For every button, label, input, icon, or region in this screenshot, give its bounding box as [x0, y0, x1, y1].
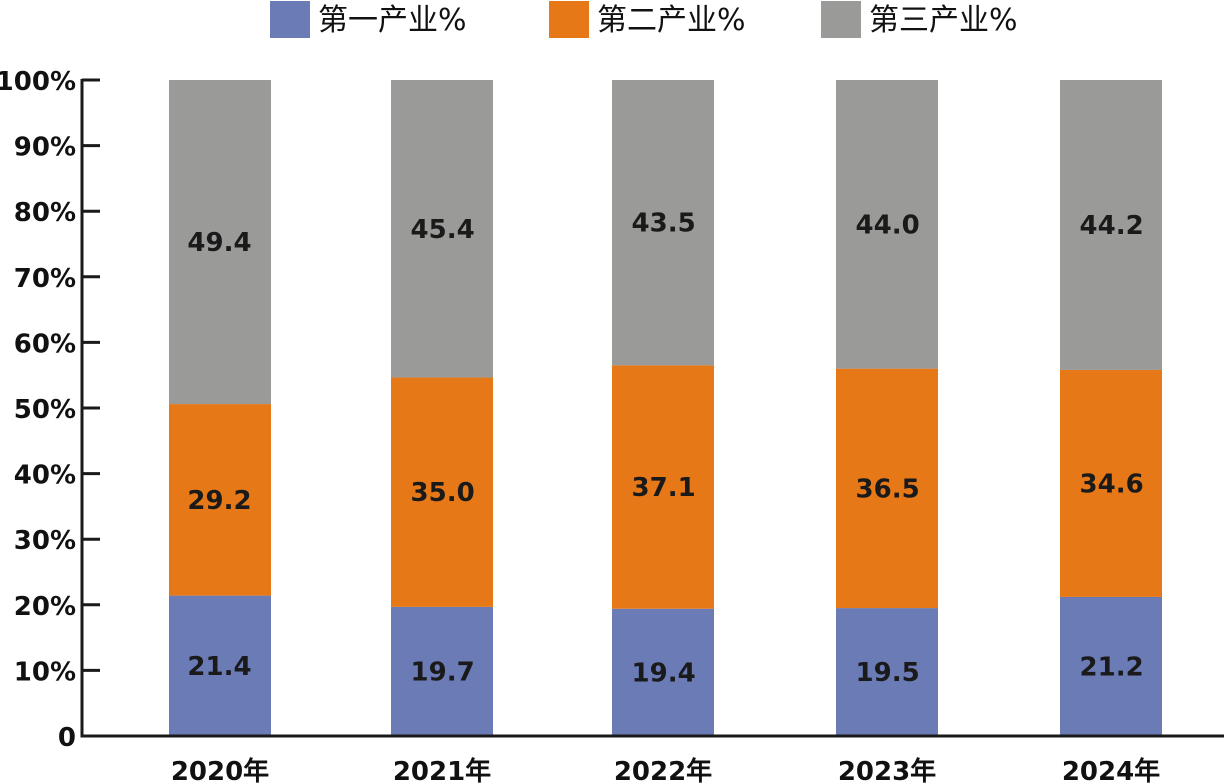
data-label-2024-series-2: 34.6 — [1080, 469, 1144, 499]
data-label-2023-series-2: 36.5 — [856, 474, 920, 504]
bar-segment-2021-series-1 — [391, 606, 493, 736]
y-tick-label-60: 60% — [14, 329, 76, 359]
y-tick-label-0: 0 — [58, 723, 76, 753]
data-label-2021-series-3: 45.4 — [411, 215, 475, 245]
legend-swatch-3 — [821, 1, 861, 38]
y-tick-label-100: 100% — [0, 67, 76, 97]
y-tick-label-90: 90% — [14, 133, 76, 163]
x-tick-label-2024: 2024年 — [1062, 756, 1160, 784]
x-tick-label-2020: 2020年 — [171, 756, 269, 784]
data-label-2024-series-1: 21.2 — [1080, 652, 1144, 682]
legend-label-3: 第三产业% — [869, 3, 1018, 38]
x-tick-label-2022: 2022年 — [614, 756, 712, 784]
legend-item-2: 第二产业% — [549, 1, 746, 38]
bar-segment-2024-series-1 — [1060, 596, 1162, 736]
data-label-2021-series-1: 19.7 — [411, 657, 475, 687]
bar-segment-2023-series-1 — [836, 608, 938, 736]
x-tick-label-2023: 2023年 — [838, 756, 936, 784]
bar-segment-2022-series-3 — [612, 80, 714, 366]
x-axis: 2020年 2021年 2022年 2023年 2024年 — [80, 734, 1224, 784]
data-label-2024-series-3: 44.2 — [1080, 211, 1144, 241]
y-tick-label-30: 30% — [14, 526, 76, 556]
bar-segment-2022-series-1 — [612, 608, 714, 736]
legend-label-1: 第一产业% — [318, 3, 467, 38]
y-tick-label-80: 80% — [14, 198, 76, 228]
data-label-2023-series-3: 44.0 — [856, 210, 920, 240]
data-label-2021-series-2: 35.0 — [411, 478, 475, 508]
legend-item-1: 第一产业% — [270, 1, 467, 38]
bar-segment-2021-series-3 — [391, 80, 493, 378]
y-tick-label-50: 50% — [14, 395, 76, 425]
data-label-2020-series-1: 21.4 — [187, 652, 251, 682]
x-tick-label-2021: 2021年 — [393, 756, 491, 784]
legend-item-3: 第三产业% — [821, 1, 1018, 38]
bar-segment-2021-series-2 — [391, 377, 493, 607]
bar-segment-2022-series-2 — [612, 365, 714, 609]
bar-segment-2020-series-1 — [169, 595, 271, 736]
data-label-2023-series-1: 19.5 — [856, 658, 920, 688]
bars — [169, 80, 1162, 736]
legend-swatch-2 — [549, 1, 589, 38]
y-tick-label-20: 20% — [14, 592, 76, 622]
bar-segment-2023-series-2 — [836, 368, 938, 609]
bar-segment-2020-series-2 — [169, 404, 271, 596]
data-label-2022-series-1: 19.4 — [632, 658, 696, 688]
y-tick-label-70: 70% — [14, 264, 76, 294]
bar-segment-2024-series-2 — [1060, 369, 1162, 597]
data-label-2022-series-2: 37.1 — [632, 473, 696, 503]
legend: 第一产业% 第二产业% 第三产业% — [270, 1, 1018, 38]
data-label-2022-series-3: 43.5 — [632, 209, 696, 239]
legend-label-2: 第二产业% — [597, 3, 746, 38]
data-label-2020-series-3: 49.4 — [187, 228, 251, 258]
bar-segment-2020-series-3 — [169, 80, 271, 405]
bar-segment-2023-series-3 — [836, 80, 938, 369]
bar-segment-2024-series-3 — [1060, 80, 1162, 370]
legend-swatch-1 — [270, 1, 310, 38]
y-tick-label-40: 40% — [14, 461, 76, 491]
data-label-2020-series-2: 29.2 — [187, 486, 251, 516]
y-tick-label-10: 10% — [14, 657, 76, 687]
y-axis: 0 10% 20% 30% 40% 50% 60% 70% 80% 90% 100% — [0, 67, 100, 753]
value-labels: 21.4 29.2 49.4 19.7 35.0 45.4 19.4 37.1 43.5 19.5… — [187, 209, 1143, 689]
